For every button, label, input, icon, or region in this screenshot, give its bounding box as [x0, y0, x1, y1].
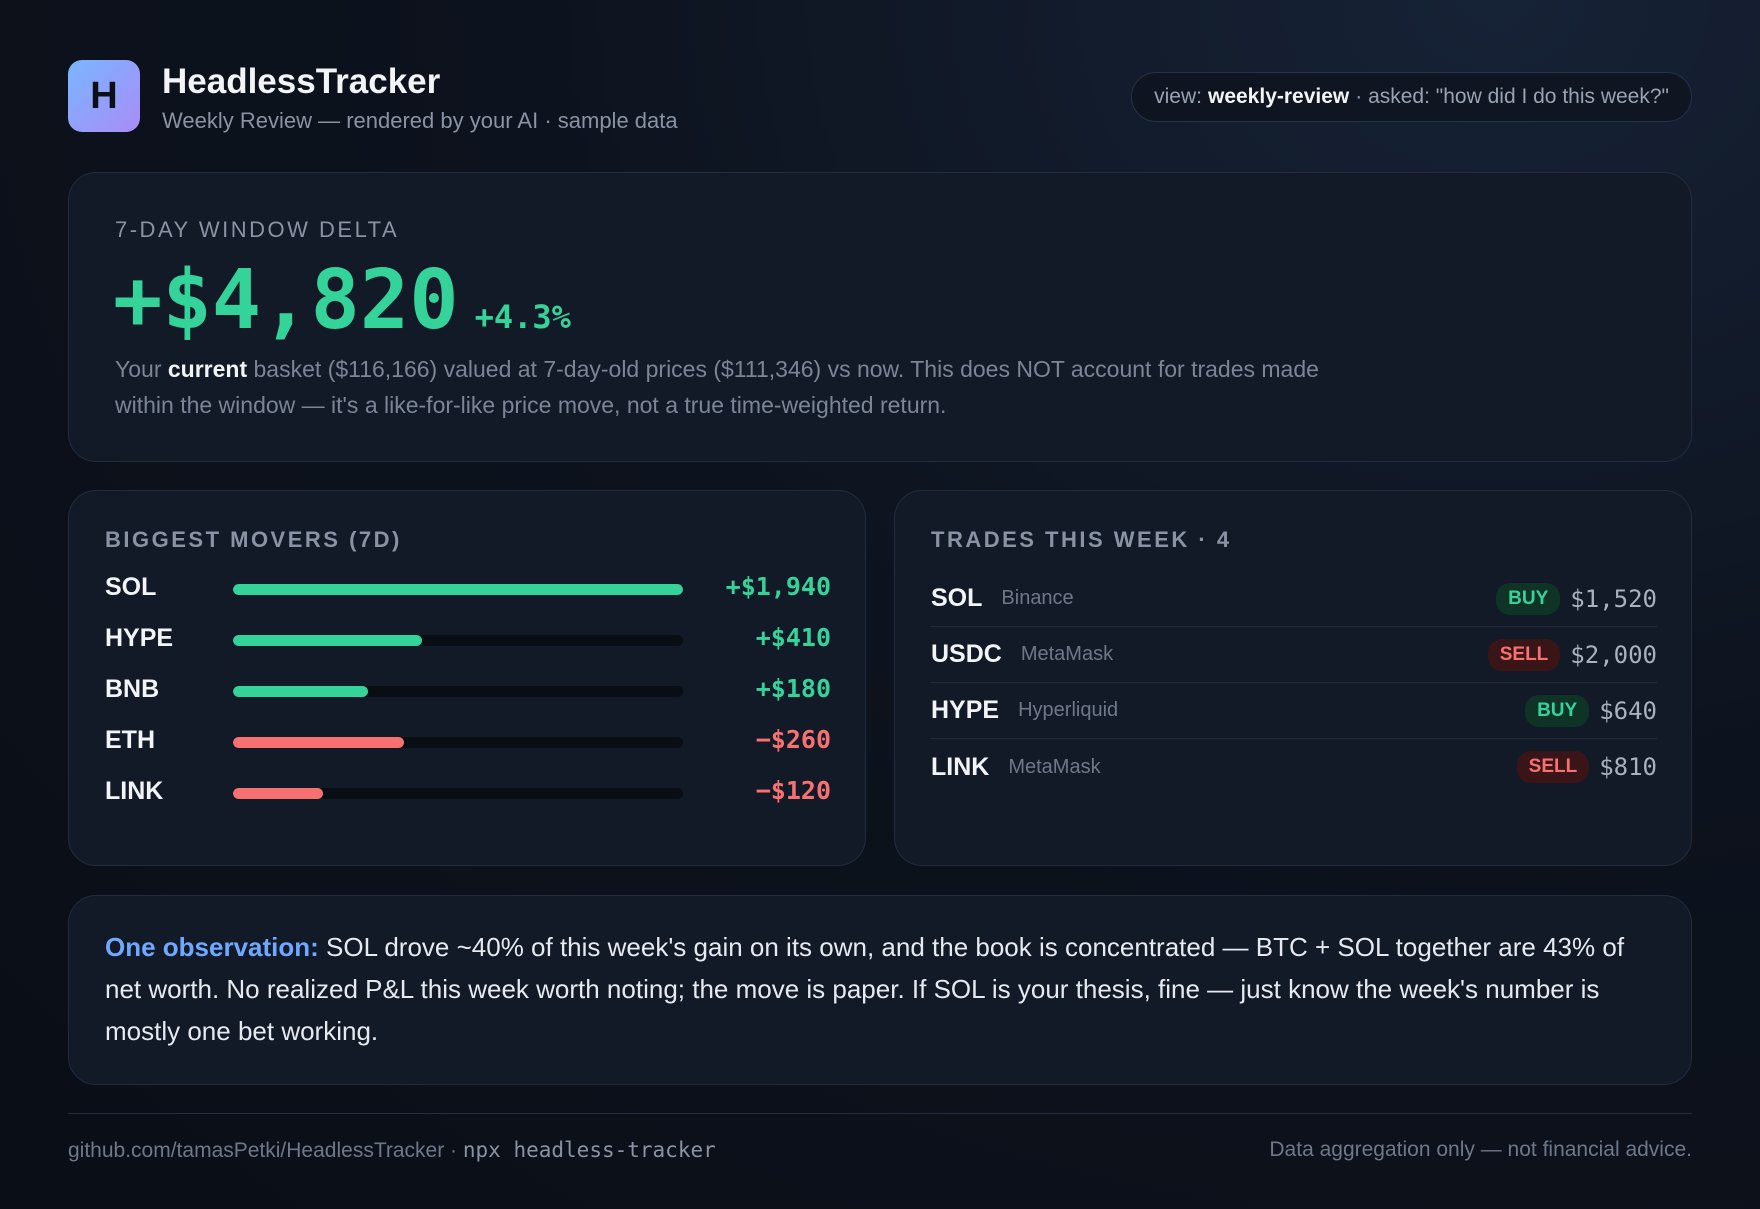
trade-right: BUY $1,520: [1496, 571, 1657, 626]
mover-row: HYPE +$410: [105, 622, 831, 673]
app-subtitle: Weekly Review — rendered by your AI · sa…: [162, 108, 678, 133]
mover-bar-fill: [233, 635, 422, 646]
trades-list: SOL Binance BUY $1,520 USDC MetaMask SEL…: [931, 571, 1657, 795]
header: H HeadlessTracker Weekly Review — render…: [68, 60, 1692, 134]
trade-side-badge: SELL: [1487, 638, 1561, 671]
delta-note-pre: Your: [115, 356, 168, 382]
footer-divider: [68, 1113, 1692, 1114]
trade-right: SELL $810: [1516, 739, 1657, 795]
mover-symbol: ETH: [105, 726, 155, 754]
view-asked: · asked: "how did I do this week?": [1355, 85, 1669, 108]
mover-bar-track: [233, 584, 683, 595]
delta-note-bold: current: [167, 356, 248, 382]
trade-side-badge: BUY: [1525, 694, 1590, 727]
footer-left: github.com/tamasPetki/HeadlessTracker · …: [68, 1138, 716, 1163]
mover-row: BNB +$180: [105, 673, 831, 724]
install-command: npx headless-tracker: [462, 1138, 716, 1162]
movers-list: SOL +$1,940 HYPE +$410 BNB +$180 ETH −$2…: [105, 571, 831, 826]
trade-symbol: SOL: [931, 584, 983, 612]
delta-row: +$4,820 +4.3%: [113, 253, 571, 349]
mover-bar-fill: [233, 788, 323, 799]
footer-disclaimer: Data aggregation only — not financial ad…: [1269, 1138, 1692, 1161]
mover-bar-fill: [233, 686, 368, 697]
trade-venue: Binance: [1001, 587, 1074, 609]
trade-side-badge: BUY: [1496, 582, 1561, 615]
trade-symbol: HYPE: [931, 696, 1000, 724]
delta-note: Your current basket ($116,166) valued at…: [115, 351, 1345, 423]
trades-title: TRADES THIS WEEK · 4: [931, 527, 1232, 552]
observation-body: SOL drove ~40% of this week's gain on it…: [105, 932, 1625, 1046]
trade-venue: MetaMask: [1020, 643, 1114, 665]
footer-separator: ·: [444, 1139, 463, 1162]
mover-row: SOL +$1,940: [105, 571, 831, 622]
mover-bar-fill: [233, 584, 683, 595]
app-title: HeadlessTracker: [162, 62, 441, 101]
delta-card: 7-DAY WINDOW DELTA +$4,820 +4.3% Your cu…: [68, 172, 1692, 462]
delta-note-post: basket ($116,166) valued at 7-day-old pr…: [115, 356, 1319, 418]
observation-card: One observation: SOL drove ~40% of this …: [68, 895, 1692, 1085]
trade-symbol: LINK: [931, 752, 990, 781]
trade-side-badge: SELL: [1516, 751, 1590, 783]
mover-bar-fill: [233, 737, 404, 748]
trades-card: TRADES THIS WEEK · 4 SOL Binance BUY $1,…: [894, 490, 1692, 866]
mover-bar-track: [233, 686, 683, 697]
delta-percent: +4.3%: [474, 298, 571, 336]
trade-amount: $810: [1599, 753, 1657, 781]
brand: HeadlessTracker Weekly Review — rendered…: [162, 62, 678, 134]
mover-row: LINK −$120: [105, 775, 831, 826]
trade-row: HYPE Hyperliquid BUY $640: [931, 683, 1657, 739]
delta-value: +$4,820: [113, 253, 459, 348]
trade-amount: $640: [1599, 696, 1657, 725]
movers-title: BIGGEST MOVERS (7D): [105, 527, 402, 552]
trade-row: SOL Binance BUY $1,520: [931, 571, 1657, 627]
trade-venue: Hyperliquid: [1018, 699, 1119, 721]
trade-right: SELL $2,000: [1487, 627, 1657, 682]
mover-row: ETH −$260: [105, 724, 831, 775]
movers-card: BIGGEST MOVERS (7D) SOL +$1,940 HYPE +$4…: [68, 490, 866, 866]
mover-value: +$1,940: [725, 572, 831, 601]
mover-symbol: HYPE: [105, 624, 174, 652]
trade-symbol: USDC: [931, 640, 1002, 668]
mover-bar-track: [233, 635, 683, 646]
trade-row: USDC MetaMask SELL $2,000: [931, 627, 1657, 683]
app-logo: H: [68, 60, 140, 132]
mover-symbol: LINK: [105, 777, 164, 805]
observation-text: One observation: SOL drove ~40% of this …: [105, 926, 1660, 1052]
view-pill: view: weekly-review · asked: "how did I …: [1131, 72, 1692, 122]
mover-value: −$260: [755, 725, 831, 754]
trade-right: BUY $640: [1525, 683, 1657, 738]
mover-symbol: BNB: [105, 675, 160, 703]
trade-amount: $2,000: [1570, 640, 1657, 669]
mover-bar-track: [233, 788, 683, 799]
trade-amount: $1,520: [1570, 584, 1657, 613]
repo-link[interactable]: github.com/tamasPetki/HeadlessTracker: [68, 1139, 445, 1162]
view-prefix: view:: [1154, 85, 1202, 108]
mover-value: +$180: [755, 674, 831, 703]
trade-venue: MetaMask: [1008, 755, 1101, 778]
mover-bar-track: [233, 737, 683, 748]
trade-row: LINK MetaMask SELL $810: [931, 739, 1657, 795]
mover-symbol: SOL: [105, 573, 157, 601]
observation-label: One observation:: [105, 932, 319, 962]
delta-label: 7-DAY WINDOW DELTA: [115, 217, 400, 242]
mover-value: −$120: [755, 776, 831, 805]
mover-value: +$410: [755, 623, 831, 652]
view-name: weekly-review: [1207, 85, 1350, 108]
